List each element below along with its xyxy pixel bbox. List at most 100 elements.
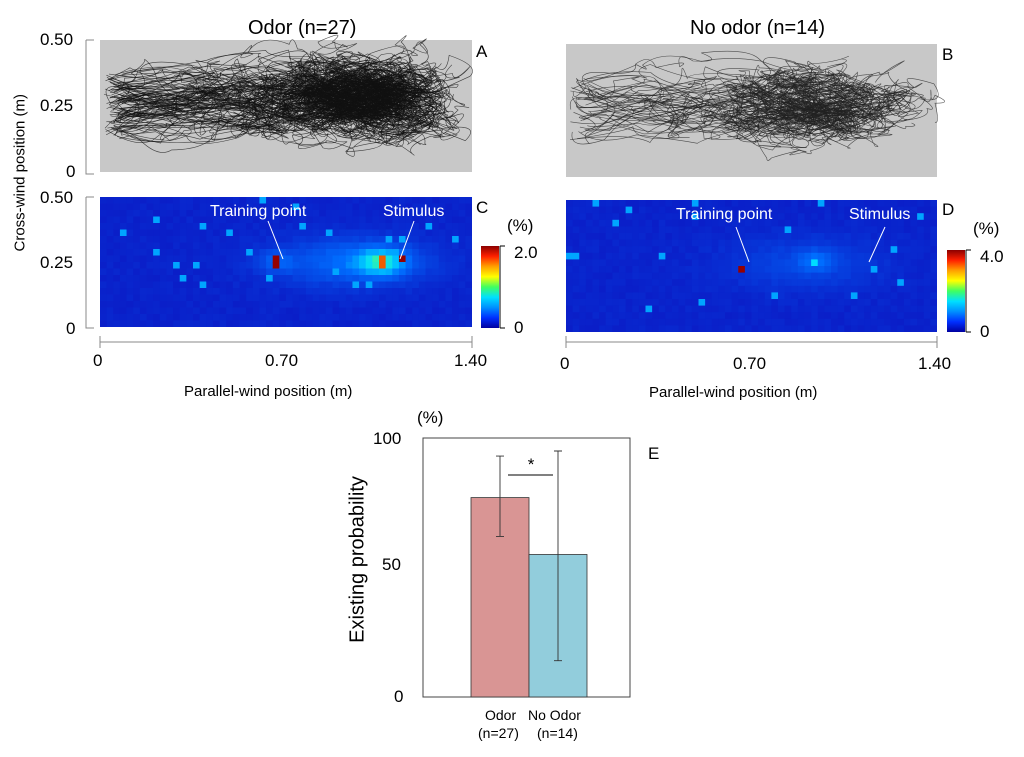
heatmap-cell	[159, 275, 167, 282]
heatmap-cell	[566, 272, 574, 280]
heatmap-cell	[778, 200, 786, 207]
heatmap-cell	[379, 320, 387, 327]
heatmap-cell	[292, 307, 300, 315]
heatmap-cell	[857, 292, 865, 300]
heatmap-cell	[705, 292, 713, 300]
heatmap-cell	[585, 226, 593, 234]
heatmap-cell	[246, 210, 254, 217]
heatmap-cell	[425, 320, 433, 327]
heatmap-cell	[778, 299, 786, 306]
heatmap-cell	[352, 197, 360, 204]
heatmap-cell	[784, 305, 792, 313]
heatmap-cell	[139, 301, 147, 308]
heatmap-cell	[372, 301, 380, 308]
heatmap-cell	[106, 294, 114, 302]
heatmap-cell	[903, 312, 911, 320]
heatmap-cell	[877, 292, 885, 300]
heatmap-cell	[100, 236, 108, 243]
heatmap-cell	[339, 262, 347, 269]
heatmap-cell	[405, 294, 413, 302]
heatmap-cell	[903, 266, 911, 273]
heatmap-cell	[392, 314, 400, 321]
heatmap-cell	[632, 292, 640, 300]
heatmap-cell	[352, 229, 360, 237]
heatmap-cell	[691, 252, 699, 260]
heatmap-cell	[923, 299, 931, 306]
heatmap-cell	[850, 312, 858, 320]
heatmap-cell	[133, 210, 141, 217]
heatmap-cell	[119, 197, 127, 204]
heatmap-cell	[146, 197, 154, 204]
heatmap-cell	[930, 246, 937, 254]
heatmap-cell	[910, 213, 918, 221]
heatmap-cell	[166, 255, 174, 263]
heatmap-cell	[385, 320, 393, 327]
heatmap-cell	[465, 203, 472, 211]
heatmap-cell	[705, 239, 713, 247]
heatmap-cell	[139, 294, 147, 302]
heatmap-cell	[312, 223, 320, 230]
heatmap-cell	[758, 239, 766, 247]
heatmap-cell	[632, 299, 640, 306]
heatmap-cell	[903, 292, 911, 300]
colorbar-c-unit: (%)	[507, 216, 534, 235]
heatmap-cell	[619, 272, 627, 280]
heatmap-cell	[930, 259, 937, 267]
heatmap-cell	[566, 206, 574, 214]
heatmap-cell	[412, 197, 420, 204]
heatmap-cell	[319, 242, 327, 250]
heatmap-cell	[299, 288, 307, 295]
heatmap-cell	[305, 281, 313, 289]
heatmap-cell	[412, 242, 420, 250]
heatmap-cell	[279, 281, 287, 289]
heatmap-cell	[605, 312, 613, 320]
heatmap-cell	[119, 294, 127, 302]
heatmap-cell	[392, 249, 400, 256]
heatmap-cell	[106, 216, 114, 224]
heatmap-cell	[438, 288, 446, 295]
heatmap-cell	[837, 226, 845, 234]
heatmap-cell	[153, 301, 161, 308]
heatmap-cell	[199, 236, 207, 243]
heatmap-cell	[645, 239, 653, 247]
heatmap-cell	[923, 246, 931, 254]
heatmap-cell	[133, 197, 141, 204]
colorbar-d-max: 4.0	[980, 247, 1004, 266]
heatmap-cell	[592, 325, 600, 332]
heatmap-cell	[910, 312, 918, 320]
trajectory-path	[588, 71, 886, 124]
heatmap-cell	[259, 203, 267, 211]
heatmap-cell	[784, 259, 792, 267]
heatmap-cell	[824, 200, 832, 207]
heatmap-cell	[359, 301, 367, 308]
heatmap-cell	[299, 320, 307, 327]
heatmap-cell	[678, 213, 686, 221]
heatmap-cell	[764, 246, 772, 254]
heatmap-cell	[870, 219, 878, 227]
heatmap-cell	[312, 294, 320, 302]
heatmap-cell	[725, 233, 733, 240]
heatmap-cell	[784, 239, 792, 247]
heatmap-cell	[652, 266, 660, 273]
heatmap-cell	[246, 242, 254, 250]
heatmap-cell	[226, 216, 234, 224]
heatmap-cell	[758, 305, 766, 313]
heatmap-cell	[672, 233, 680, 240]
bar-category-odor-n: (n=27)	[478, 725, 519, 741]
heatmap-cell	[804, 200, 812, 207]
heatmap-cell	[286, 320, 294, 327]
heatmap-cell	[452, 249, 460, 256]
heatmap-cell	[166, 262, 174, 269]
heatmap-cell	[705, 233, 713, 240]
heatmap-cell	[930, 272, 937, 280]
heatmap-cell	[133, 249, 141, 256]
heatmap-cell	[797, 213, 805, 221]
heatmap-cell	[299, 268, 307, 276]
heatmap-cell	[359, 275, 367, 282]
heatmap-cell	[365, 262, 373, 269]
heatmap-cell	[292, 236, 300, 243]
heatmap-cell	[751, 233, 759, 240]
heatmap-cell	[212, 223, 220, 230]
heatmap-cell	[625, 200, 633, 207]
heatmap-cell	[744, 259, 752, 267]
